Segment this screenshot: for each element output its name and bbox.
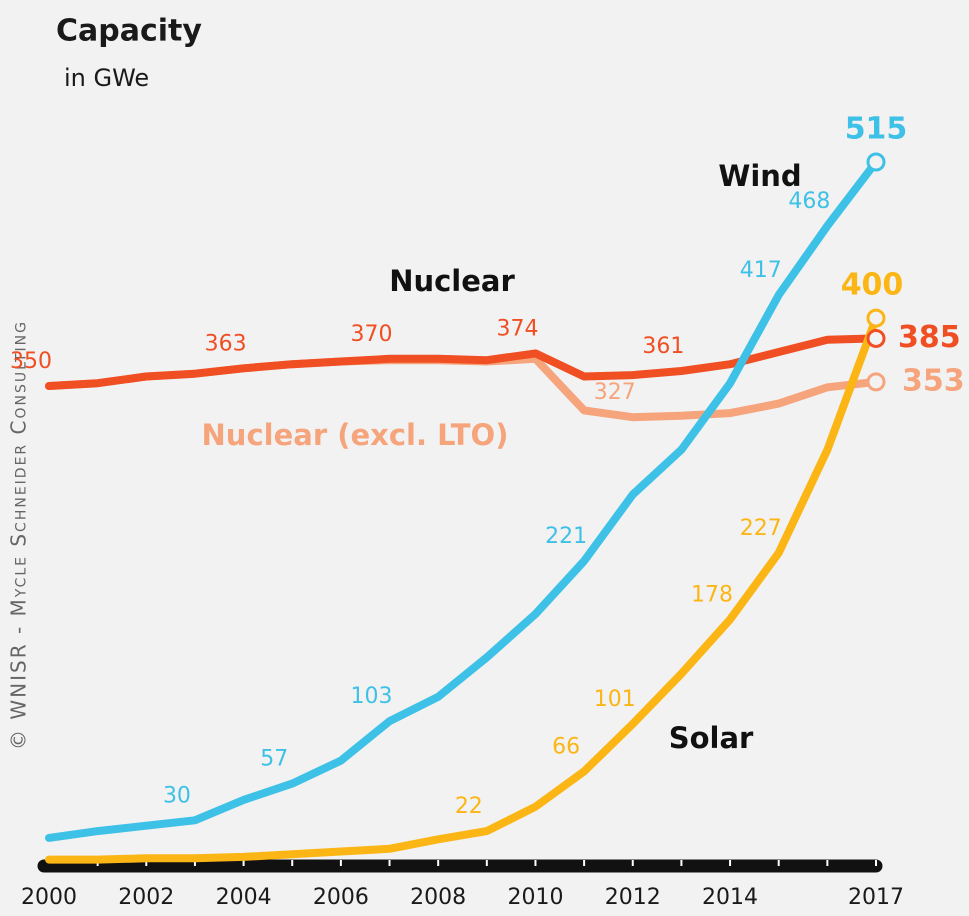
data-label: 57 <box>260 747 288 772</box>
data-label: 30 <box>163 783 191 808</box>
line <box>45 158 880 842</box>
series-name: Nuclear (excl. LTO) <box>202 418 509 452</box>
data-label: 178 <box>691 582 733 607</box>
x-tick-label: 2008 <box>410 885 466 910</box>
data-label: 103 <box>351 684 393 709</box>
data-label: 417 <box>740 258 782 283</box>
end-marker <box>866 328 886 348</box>
x-tick-label: 2014 <box>702 885 758 910</box>
end-marker <box>866 308 886 328</box>
line <box>45 314 880 864</box>
data-label: 363 <box>205 331 247 356</box>
end-label: 400 <box>841 268 904 303</box>
data-label: 101 <box>594 687 636 712</box>
end-label: 385 <box>898 320 961 355</box>
x-tick-label: 2002 <box>118 885 174 910</box>
x-tick-label: 2012 <box>605 885 661 910</box>
data-label: 361 <box>642 334 684 359</box>
credit: © WNISR - Mycle Schneider Consulting <box>7 320 31 750</box>
end-marker <box>866 372 886 392</box>
data-label: 350 <box>10 349 52 374</box>
data-label: 370 <box>351 322 393 347</box>
chart-subtitle: in GWe <box>64 64 149 92</box>
data-label: 374 <box>496 316 538 341</box>
chart-title: Capacity <box>56 14 202 49</box>
x-tick-label: 2006 <box>313 885 369 910</box>
series-name: Wind <box>718 159 801 193</box>
series-name: Nuclear <box>389 264 515 298</box>
end-label: 515 <box>845 112 908 147</box>
series-name: Solar <box>669 721 754 755</box>
data-label: 22 <box>455 794 483 819</box>
x-tick-label: 2010 <box>507 885 563 910</box>
x-tick-label: 2000 <box>21 885 77 910</box>
x-tick-label: 2004 <box>216 885 272 910</box>
data-label: 66 <box>552 734 580 759</box>
data-label: 227 <box>740 516 782 541</box>
end-label: 353 <box>902 363 965 398</box>
line <box>45 354 880 422</box>
data-label: 327 <box>594 380 636 405</box>
data-label: 221 <box>545 524 587 549</box>
data-label: 468 <box>788 189 830 214</box>
end-marker <box>866 152 886 172</box>
x-tick-label: 2017 <box>848 885 904 910</box>
